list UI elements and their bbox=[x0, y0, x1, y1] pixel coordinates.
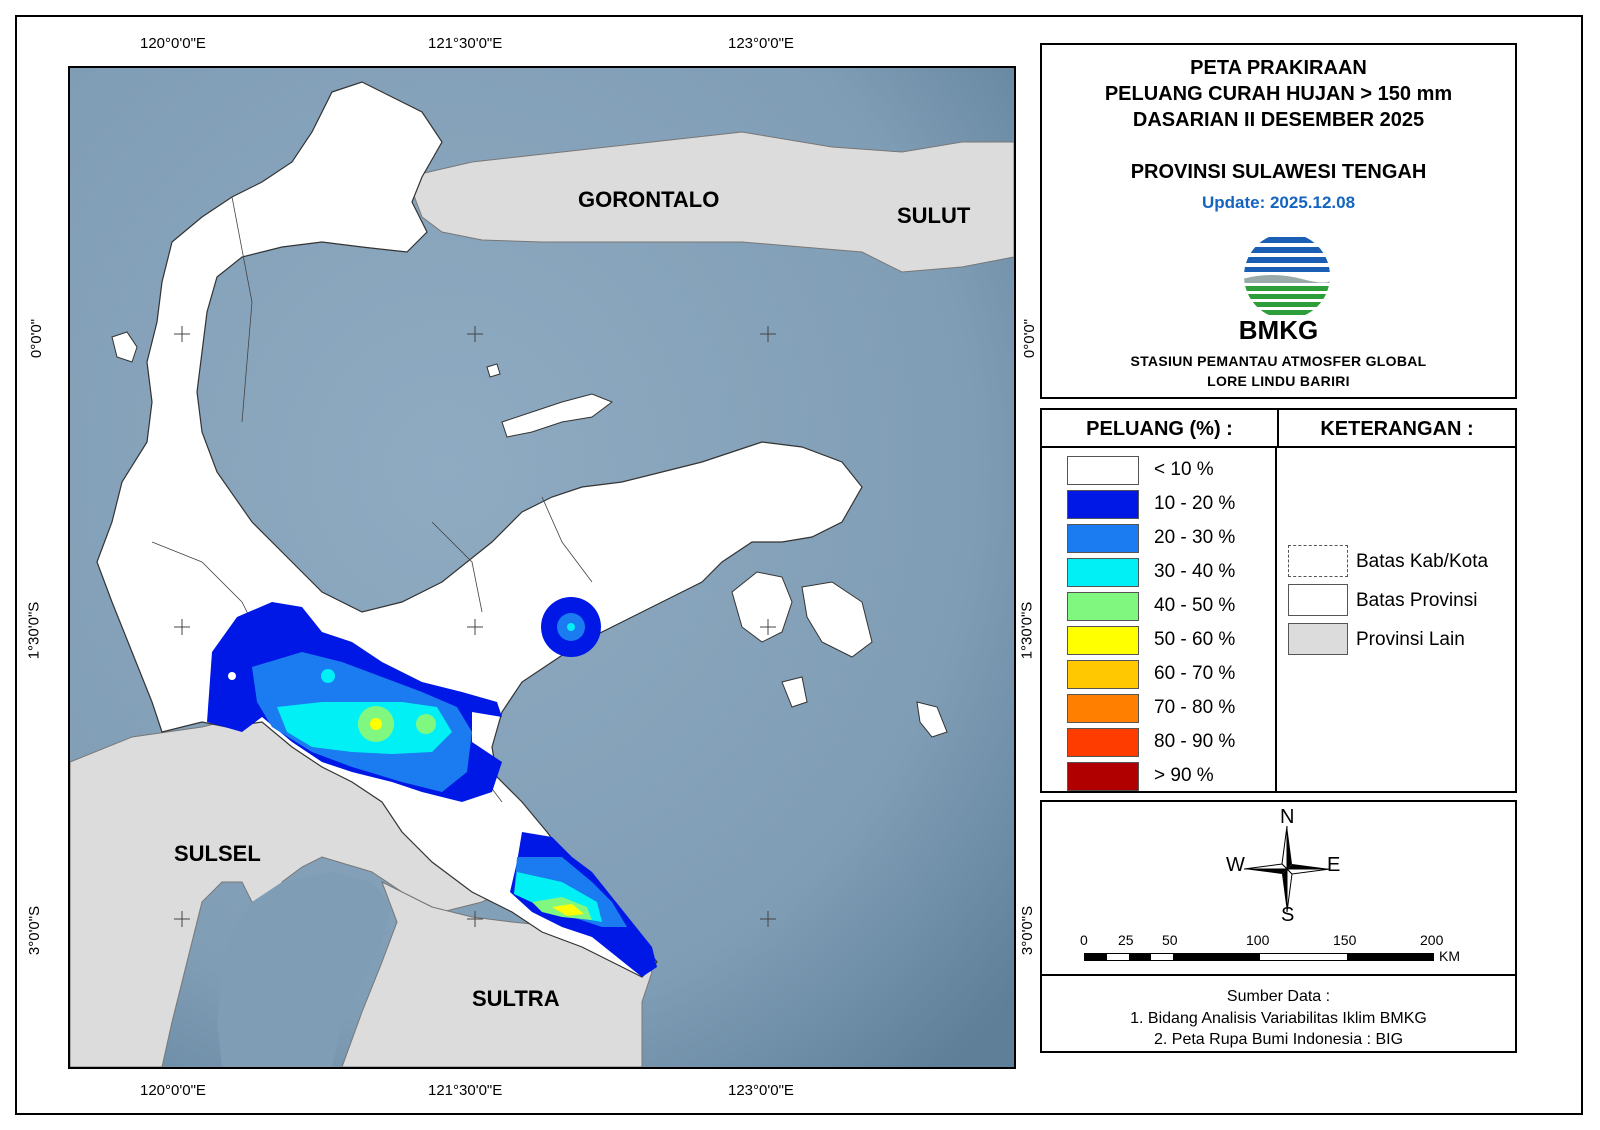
island-small-2 bbox=[486, 363, 501, 378]
bmkg-logo-text: BMKG bbox=[1238, 315, 1319, 345]
legend-swatch bbox=[1067, 626, 1139, 655]
scale-tick-100: 100 bbox=[1246, 932, 1270, 948]
info-panel: N S W E 0 25 50 100 150 200 KM Sumber Da… bbox=[1040, 800, 1517, 1053]
ket-other-province-symbol bbox=[1288, 623, 1348, 655]
legend-swatch bbox=[1067, 694, 1139, 723]
label-gorontalo: GORONTALO bbox=[578, 187, 719, 212]
station-name-line2: LORE LINDU BARIRI bbox=[1207, 373, 1350, 389]
update-date: Update: 2025.12.08 bbox=[1201, 193, 1356, 212]
compass-w: W bbox=[1226, 854, 1245, 876]
province-title: PROVINSI SULAWESI TENGAH bbox=[1130, 161, 1427, 183]
keterangan-title: KETERANGAN : bbox=[1277, 410, 1515, 448]
zone-white-hole bbox=[228, 672, 236, 680]
legend-label: 70 - 80 % bbox=[1154, 697, 1236, 718]
graticule-crosses bbox=[174, 326, 776, 927]
legend-swatch bbox=[1067, 524, 1139, 553]
lon-label-bottom-3: 123°0'0"E bbox=[728, 1082, 794, 1099]
rain-zones bbox=[207, 597, 657, 977]
title-panel: PETA PRAKIRAAN PELUANG CURAH HUJAN > 150… bbox=[1040, 43, 1517, 399]
legend-label: 10 - 20 % bbox=[1154, 493, 1236, 514]
map-title-line2: PELUANG CURAH HUJAN > 150 mm bbox=[1104, 83, 1453, 105]
map-title-line1: PETA PRAKIRAAN bbox=[1190, 57, 1367, 79]
island-peleng-4 bbox=[916, 701, 948, 738]
island-banggai-2 bbox=[801, 581, 873, 658]
compass-s: S bbox=[1281, 904, 1295, 926]
legend-divider bbox=[1275, 448, 1277, 793]
compass-rose-icon bbox=[1243, 825, 1331, 913]
island-banggai-1 bbox=[731, 571, 793, 643]
scale-tick-0: 0 bbox=[1080, 932, 1088, 948]
legend-label: 20 - 30 % bbox=[1154, 527, 1236, 548]
scale-bar bbox=[1084, 953, 1434, 961]
lat-label-left-3: 3°0'0"S bbox=[26, 905, 44, 956]
legend-label: > 90 % bbox=[1154, 765, 1214, 786]
lon-label-top-1: 120°0'0"E bbox=[140, 35, 206, 52]
lon-label-top-3: 123°0'0"E bbox=[728, 35, 794, 52]
legend-label: 60 - 70 % bbox=[1154, 663, 1236, 684]
legend-swatch bbox=[1067, 456, 1139, 485]
map-area: GORONTALO SULUT SULSEL SULTRA bbox=[68, 66, 1016, 1069]
lat-label-right-1: 0°0'0" bbox=[1021, 318, 1039, 359]
legend-swatch bbox=[1067, 728, 1139, 757]
zone-30-40-w3 bbox=[321, 669, 335, 683]
island-togean-1 bbox=[501, 393, 614, 438]
ket-province-boundary-symbol bbox=[1288, 584, 1348, 616]
source-line1: 1. Bidang Analisis Variabilitas Iklim BM… bbox=[1130, 1010, 1427, 1027]
bmkg-logo bbox=[1242, 231, 1332, 321]
legend-swatch bbox=[1067, 592, 1139, 621]
province-gorontalo-sulut bbox=[406, 131, 1014, 273]
lat-label-left-2: 1°30'0"S bbox=[25, 601, 43, 660]
lon-label-bottom-1: 120°0'0"E bbox=[140, 1082, 206, 1099]
lat-label-right-3: 3°0'0"S bbox=[1019, 905, 1037, 956]
label-sulut: SULUT bbox=[897, 203, 971, 228]
legend-label: 40 - 50 % bbox=[1154, 595, 1236, 616]
legend-title: PELUANG (%) : bbox=[1042, 410, 1277, 448]
scale-tick-25: 25 bbox=[1118, 932, 1134, 948]
legend-swatch bbox=[1067, 490, 1139, 519]
ket-province-boundary-label: Batas Provinsi bbox=[1356, 590, 1478, 611]
source-heading: Sumber Data : bbox=[1226, 988, 1331, 1005]
ket-other-province-label: Provinsi Lain bbox=[1356, 629, 1465, 650]
lon-label-top-2: 121°30'0"E bbox=[428, 35, 503, 52]
legend-label: 50 - 60 % bbox=[1154, 629, 1236, 650]
zone-40-50-w2 bbox=[416, 714, 436, 734]
province-sultra bbox=[341, 880, 653, 1067]
legend-label: 80 - 90 % bbox=[1154, 731, 1236, 752]
legend-swatch bbox=[1067, 762, 1139, 791]
label-sulsel: SULSEL bbox=[174, 841, 261, 866]
map-title-line3: DASARIAN II DESEMBER 2025 bbox=[1132, 109, 1425, 131]
island-banggai-3 bbox=[781, 676, 808, 708]
zone-50-60-w1 bbox=[370, 718, 382, 730]
ket-kab-boundary-symbol bbox=[1288, 545, 1348, 577]
island-small-1 bbox=[111, 331, 138, 363]
legend-label: < 10 % bbox=[1154, 459, 1214, 480]
legend-label: 30 - 40 % bbox=[1154, 561, 1236, 582]
scale-tick-200: 200 bbox=[1420, 932, 1444, 948]
zone-30-40-east bbox=[567, 623, 575, 631]
scale-unit: KM bbox=[1439, 948, 1460, 964]
bmkg-logo-icon bbox=[1244, 233, 1330, 319]
zone-50-60-south bbox=[552, 904, 584, 916]
legend-swatch bbox=[1067, 558, 1139, 587]
scale-tick-150: 150 bbox=[1333, 932, 1357, 948]
scale-tick-50: 50 bbox=[1162, 932, 1178, 948]
label-sultra: SULTRA bbox=[472, 986, 560, 1011]
lon-label-bottom-2: 121°30'0"E bbox=[428, 1082, 503, 1099]
bone-bay bbox=[217, 872, 392, 1067]
source-line2: 2. Peta Rupa Bumi Indonesia : BIG bbox=[1153, 1031, 1404, 1048]
compass-n: N bbox=[1280, 806, 1295, 828]
compass bbox=[1232, 814, 1342, 924]
lat-label-left-1: 0°0'0" bbox=[28, 318, 46, 359]
ket-kab-boundary-label: Batas Kab/Kota bbox=[1356, 551, 1489, 572]
legend-panel: PELUANG (%) : KETERANGAN : < 10 % 10 - 20… bbox=[1040, 408, 1517, 793]
compass-e: E bbox=[1327, 854, 1341, 876]
station-name-line1: STASIUN PEMANTAU ATMOSFER GLOBAL bbox=[1130, 353, 1427, 369]
source-divider bbox=[1042, 974, 1515, 976]
map-svg: GORONTALO SULUT SULSEL SULTRA bbox=[70, 68, 1014, 1067]
map-frame bbox=[15, 15, 1583, 1115]
lat-label-right-2: 1°30'0"S bbox=[1018, 601, 1036, 660]
legend-swatch bbox=[1067, 660, 1139, 689]
